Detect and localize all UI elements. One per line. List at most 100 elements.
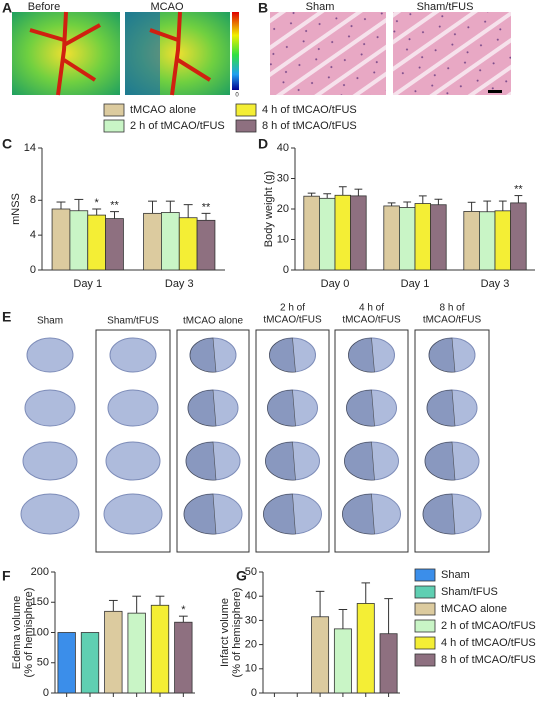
legend-label: 4 h of tMCAO/tFUS [262,104,357,116]
legend-swatch [414,602,436,616]
legend-swatch [414,585,436,599]
panel-label: B [258,0,268,16]
y-axis-label: Edema volume [11,596,23,669]
bar [430,204,447,271]
legend-label: Sham [441,569,470,581]
y-axis-label: (% of hemisphere) [23,588,35,678]
bar [356,603,375,694]
legend-swatch [235,119,257,133]
column-heading: Sham/tFUS [107,316,159,327]
y-axis-label: Body weight (g) [263,171,275,247]
y-tick-label: 200 [31,566,49,578]
y-tick-label: 40 [245,590,257,602]
lesion [424,441,456,481]
image-title: Sham [306,1,335,13]
column-heading: tMCAO/tFUS [263,315,322,326]
bar [87,214,106,271]
legend-label: 8 h of tMCAO/tFUS [262,120,357,132]
image-title: Before [28,1,60,13]
column-box [176,329,250,553]
y-tick-label: 20 [277,203,289,215]
bar [333,628,352,694]
legend-label: 2 h of tMCAO/tFUS [441,620,536,632]
legend-swatch [414,619,436,633]
lesion [422,493,456,535]
lesion [185,441,217,481]
legend-swatch [414,636,436,650]
lesion [263,493,296,535]
lesion [265,441,296,481]
bar [398,207,416,271]
bar [161,212,180,271]
panel-label: C [2,136,12,152]
y-tick-label: 150 [31,596,49,608]
brain-slice [20,493,80,535]
bar [463,211,480,271]
image-title: Sham/tFUS [417,1,474,13]
lesion [269,337,296,373]
lesion [189,337,217,373]
column-box [95,329,171,553]
bar [51,208,71,271]
bar [318,197,336,271]
column-box [255,329,330,553]
brain-slice [103,493,163,535]
bar [174,621,193,694]
bar [178,217,198,271]
y-tick-label: 0 [251,687,257,699]
brain-slice [26,337,74,373]
bar [478,211,496,271]
x-tick-label: Day 1 [401,278,430,290]
lesion [267,389,296,427]
legend-swatch [414,568,436,582]
brain-slice [109,337,157,373]
panel-label: F [2,568,11,584]
brain-slice [107,389,159,427]
y-tick-label: 50 [37,657,49,669]
lesion [426,389,456,427]
bar [69,210,89,271]
bar [196,219,216,271]
column-box [414,329,490,553]
image-title: MCAO [151,1,184,13]
legend-swatch [235,103,257,117]
panel-label: E [2,309,11,325]
heatmap-images [12,11,239,96]
y-tick-label: 0 [30,264,36,276]
bar [414,203,432,271]
panel-label: D [258,136,268,152]
brain-slice [22,441,78,481]
column-heading: 2 h of [280,303,305,314]
bar [379,633,398,694]
x-tick-label: Day 3 [481,278,510,290]
lesion [348,337,375,373]
lesion [187,389,217,427]
lesion [344,441,375,481]
y-tick-label: 14 [24,142,36,154]
significance-mark: ** [514,183,523,195]
column-heading: Sham [37,316,63,327]
legend-label: 8 h of tMCAO/tFUS [441,654,536,666]
colorbar-label: 0 [235,93,239,99]
column-box [334,329,409,553]
y-tick-label: 4 [30,229,36,241]
bar [334,194,352,271]
column-heading: tMCAO/tFUS [423,315,482,326]
bar [303,195,320,271]
column-heading: tMCAO alone [183,316,243,327]
panel-label: A [2,0,12,16]
y-tick-label: 20 [245,639,257,651]
panel-label: G [236,568,247,584]
bar [494,210,512,271]
y-axis-label: (% of hemisphere) [231,588,243,678]
legend-label: 4 h of tMCAO/tFUS [441,637,536,649]
bar [80,632,100,694]
bar [350,195,367,271]
x-tick-label: Day 3 [165,278,194,290]
y-tick-label: 10 [277,233,289,245]
legend-swatch [103,119,125,133]
y-axis-label: Infarct volume [219,598,231,667]
bar [150,604,170,694]
lesion [346,389,375,427]
